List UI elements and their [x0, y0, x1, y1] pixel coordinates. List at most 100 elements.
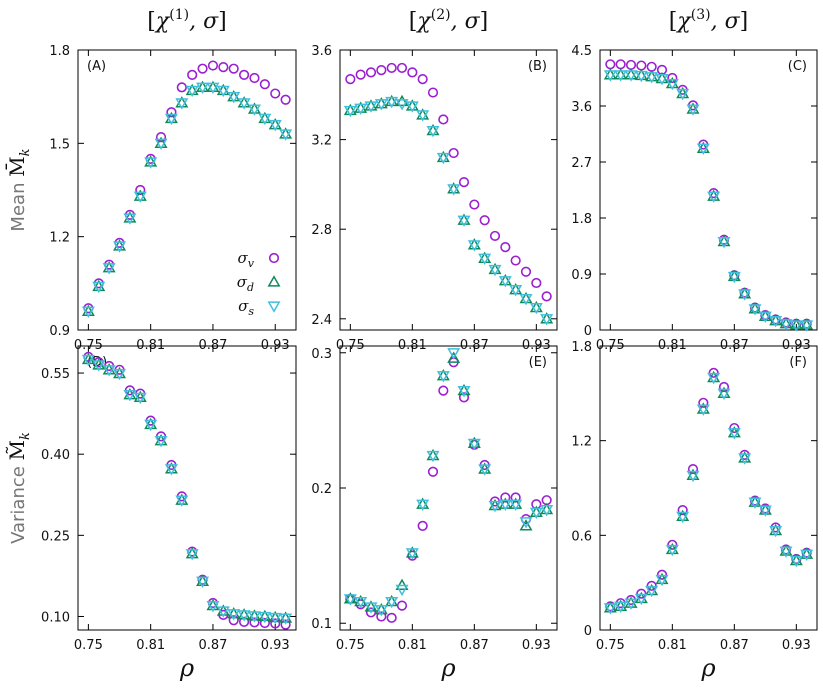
x-tick-label: 0.81 — [398, 638, 427, 653]
data-point — [624, 70, 638, 82]
row-label-sub: k — [18, 432, 33, 440]
panel-label: (C) — [788, 59, 807, 74]
data-point — [510, 255, 521, 266]
title-sup: (3) — [691, 7, 711, 23]
y-tick-label: 1.8 — [571, 340, 592, 355]
data-point — [374, 99, 388, 111]
data-point — [509, 285, 523, 297]
data-point — [478, 464, 492, 476]
data-point — [614, 70, 628, 82]
data-point — [155, 132, 167, 143]
data-point — [677, 504, 688, 516]
data-point — [395, 584, 409, 597]
y-tick-label: 0.2 — [311, 482, 332, 497]
data-point — [686, 470, 700, 483]
data-point — [228, 615, 239, 626]
row-label-2: Variance M̃k — [5, 432, 33, 544]
panel-e: 0.75 0.81 0.87 0.93 0.1 0.2 0.3 (E) — [311, 345, 558, 653]
data-point — [769, 316, 783, 328]
data-point — [488, 500, 502, 513]
data-point — [427, 87, 439, 98]
title-rest: , σ — [189, 9, 219, 34]
series-σs — [81, 354, 293, 625]
panel-label: (B) — [528, 59, 547, 74]
x-tick-label: 0.87 — [720, 638, 749, 653]
column-title-1: [χ(1), σ] — [147, 7, 226, 34]
title-sup: (2) — [431, 7, 451, 23]
data-point — [355, 69, 366, 80]
data-point — [237, 98, 251, 110]
data-point — [144, 157, 158, 169]
data-point — [458, 392, 470, 403]
data-point — [500, 492, 511, 503]
plot-frame — [339, 49, 558, 331]
series-σs — [603, 70, 814, 332]
data-point — [196, 82, 210, 95]
panel-f: 0.75 0.81 0.87 0.93 0 0.6 1.2 1.8 (F) — [571, 340, 818, 653]
y-tick-label: 0.3 — [311, 347, 332, 362]
data-point — [605, 59, 616, 70]
legend-label-base: σ — [238, 249, 249, 267]
data-point — [427, 466, 439, 477]
y-tick-label: 0.9 — [571, 268, 592, 283]
data-point — [748, 497, 762, 509]
data-point — [717, 236, 731, 249]
title-rest: , σ — [711, 9, 741, 34]
data-point — [396, 600, 408, 611]
data-point — [258, 611, 272, 624]
data-point — [438, 114, 449, 125]
x-tick-label: 0.87 — [198, 638, 227, 653]
data-point — [479, 215, 490, 226]
data-point — [216, 85, 230, 98]
data-point — [396, 62, 408, 74]
title-sup: (1) — [169, 7, 189, 23]
column-title-3: [χ(3), σ] — [669, 7, 748, 34]
legend-marker-σs — [267, 301, 281, 313]
data-point — [102, 263, 116, 275]
data-point — [133, 392, 147, 405]
title-rest: , σ — [451, 9, 481, 34]
bracket-close: ] — [740, 9, 749, 34]
data-point — [458, 177, 470, 188]
data-point — [438, 385, 449, 396]
y-tick-label: 0.1 — [311, 617, 332, 632]
y-tick-label: 3.2 — [311, 134, 332, 149]
series-σd — [603, 370, 814, 613]
data-point — [789, 555, 803, 568]
series-σd — [81, 352, 293, 623]
data-point — [259, 617, 270, 629]
data-point — [343, 105, 357, 118]
y-tick-label: 2.8 — [311, 223, 332, 238]
data-point — [416, 110, 430, 122]
series-σs — [81, 82, 293, 319]
bracket-close: ] — [480, 9, 489, 34]
y-tick-label: 1.5 — [49, 137, 70, 152]
data-point — [238, 69, 250, 80]
panel-label: (A) — [87, 59, 106, 74]
data-point — [769, 525, 783, 538]
data-point — [395, 94, 409, 107]
legend-label-σv: σv — [238, 249, 255, 270]
data-point — [436, 152, 450, 165]
data-point — [270, 88, 281, 99]
data-point — [279, 613, 293, 625]
data-point — [457, 385, 471, 398]
plot-frame — [599, 345, 818, 631]
data-point — [687, 463, 699, 475]
bracket-open: [ — [669, 9, 678, 34]
data-point — [417, 74, 428, 85]
data-point — [467, 240, 481, 252]
data-point — [498, 276, 512, 288]
x-axis-label-3: ρ — [700, 654, 715, 682]
plot-frame — [77, 345, 297, 631]
y-tick-label: 3.6 — [311, 44, 332, 59]
x-tick-label: 0.93 — [261, 638, 290, 653]
series-σd — [81, 80, 293, 316]
data-point — [645, 585, 659, 598]
column-title-2: [χ(2), σ] — [409, 7, 488, 34]
data-point — [238, 616, 250, 627]
legend-marker-σd — [267, 275, 281, 287]
